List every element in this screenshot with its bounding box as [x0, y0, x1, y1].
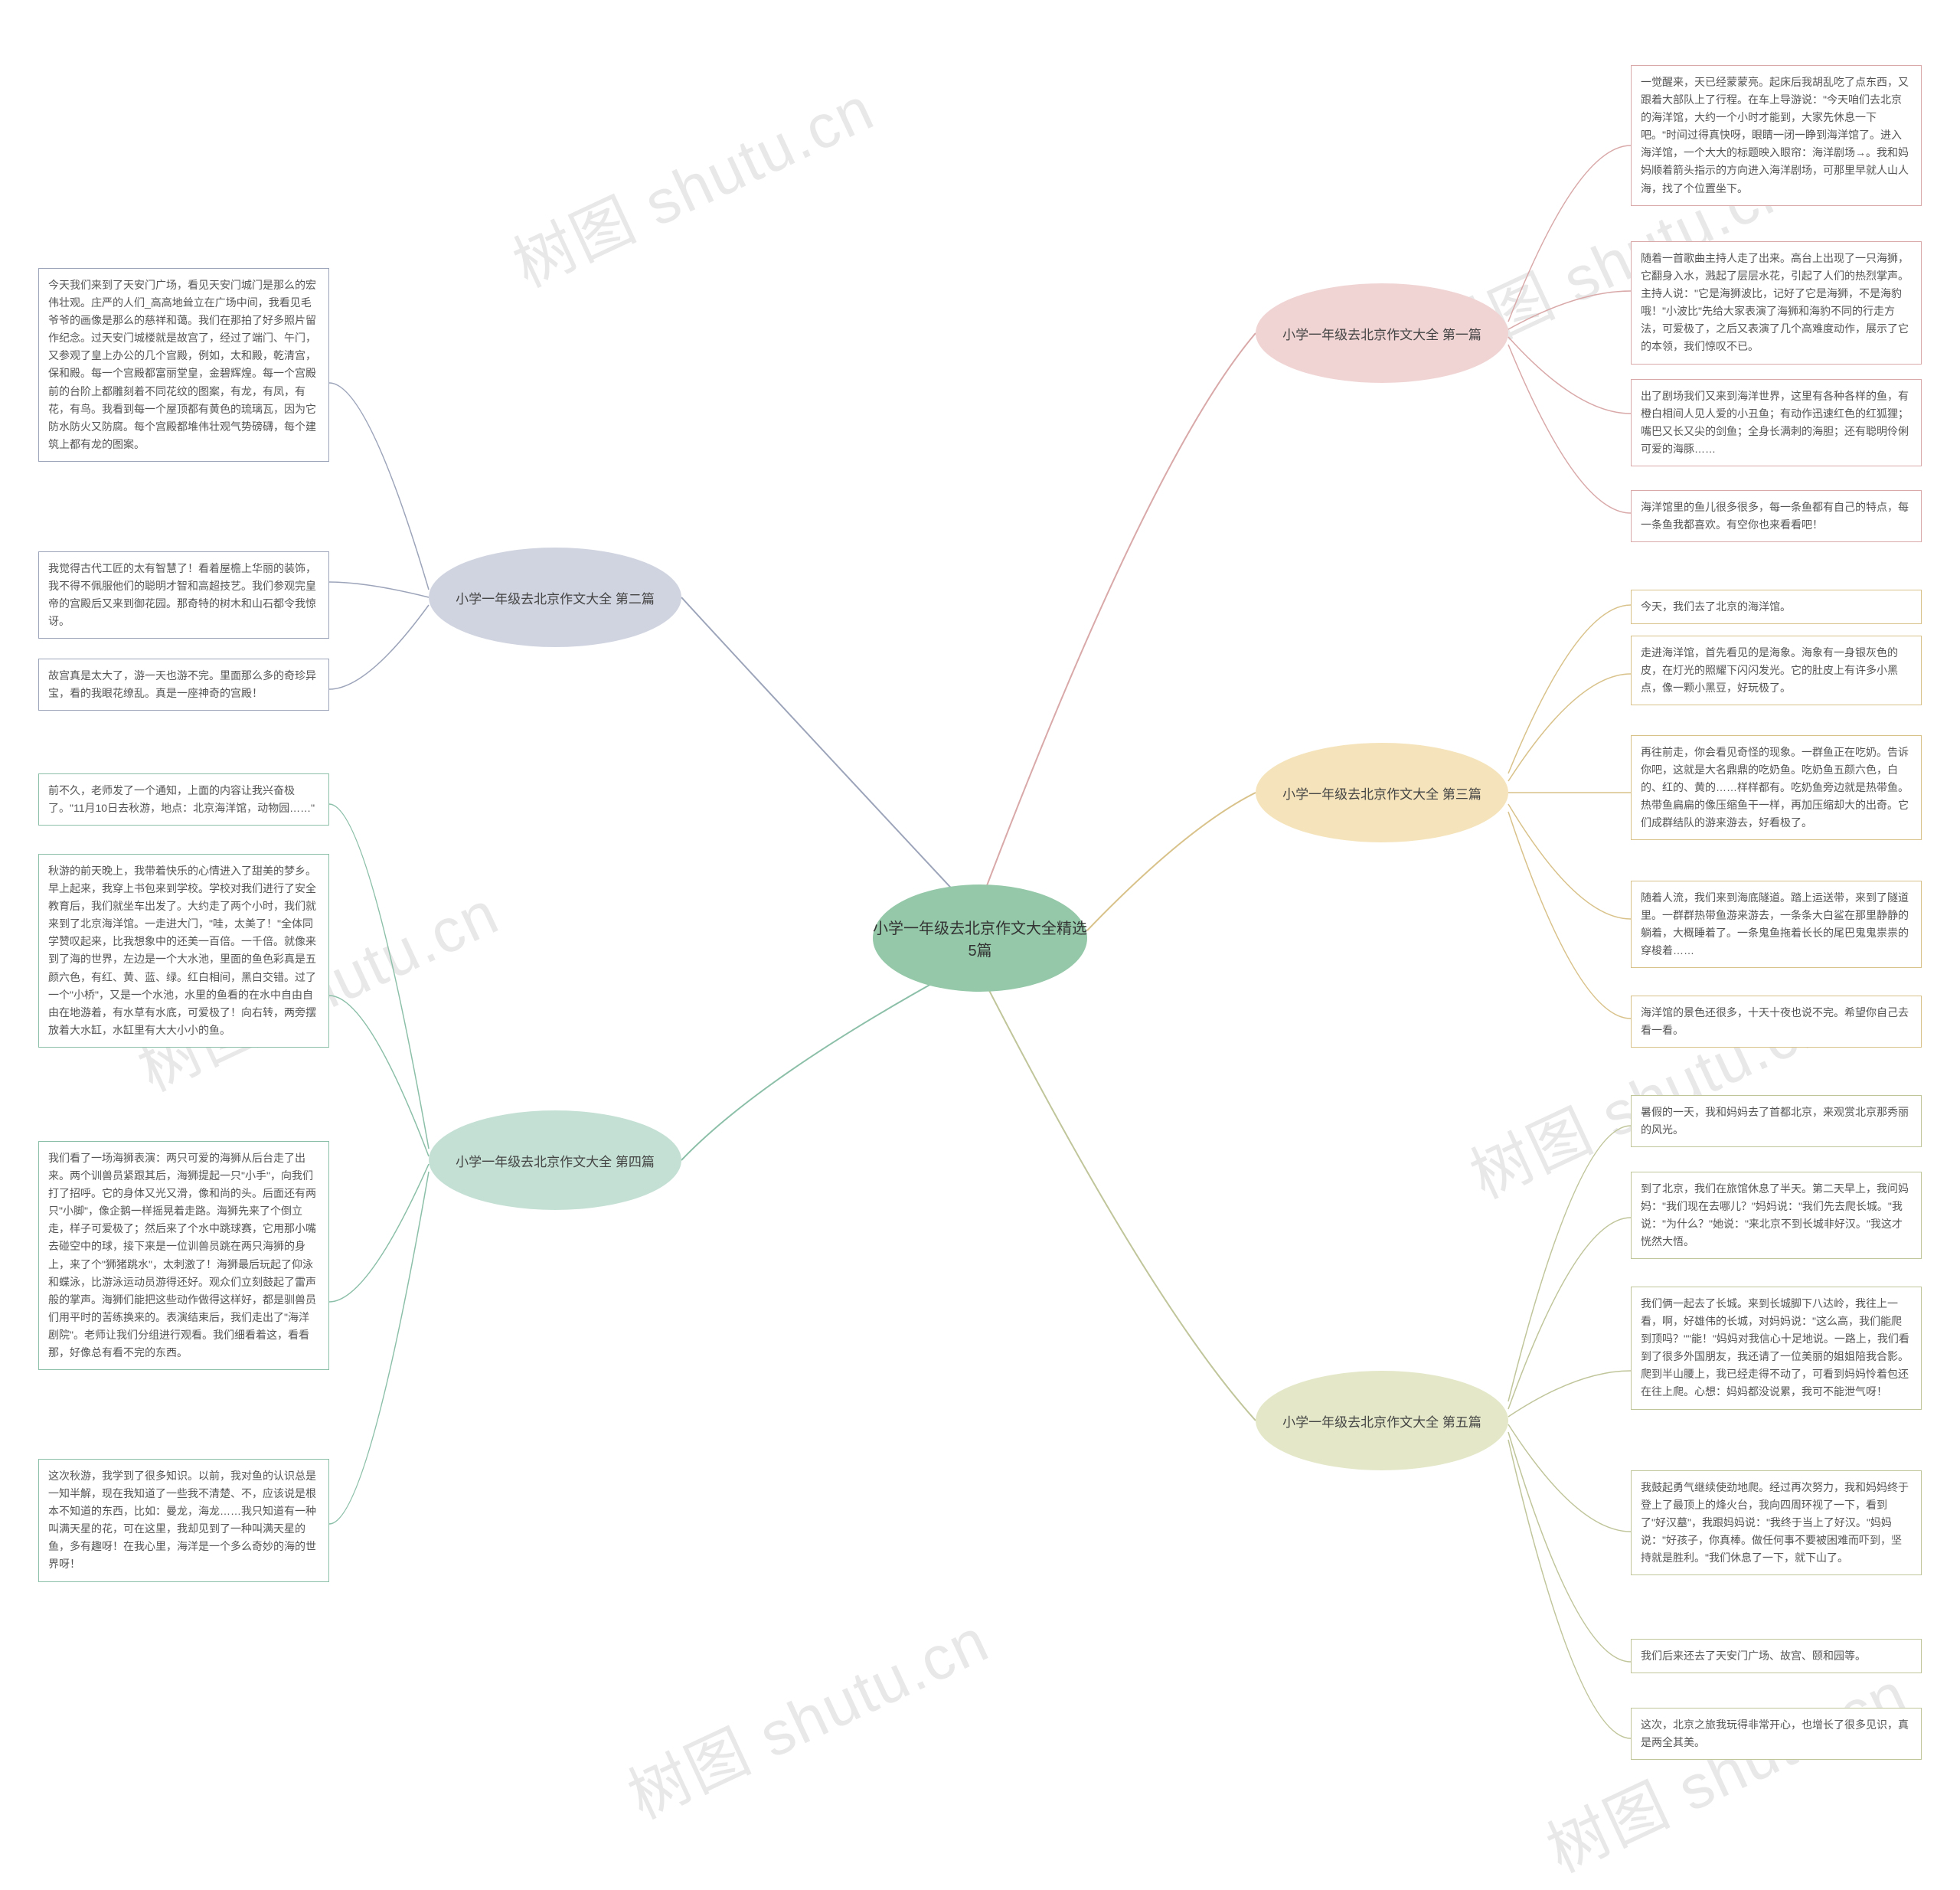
text-content: 走进海洋馆，首先看见的是海象。海象有一身银灰色的皮，在灯光的照耀下闪闪发光。它的… — [1641, 646, 1898, 694]
text-content: 今天我们来到了天安门广场，看见天安门城门是那么的宏伟壮观。庄严的人们_高高地耸立… — [48, 279, 316, 450]
text-box: 我们俩一起去了长城。来到长城脚下八达岭，我往上一看，啊，好雄伟的长城，对妈妈说：… — [1631, 1287, 1922, 1410]
text-box: 再往前走，你会看见奇怪的现象。一群鱼正在吃奶。告诉你吧，这就是大名鼎鼎的吃奶鱼。… — [1631, 735, 1922, 840]
text-box: 这次秋游，我学到了很多知识。以前，我对鱼的认识总是一知半解，现在我知道了一些我不… — [38, 1459, 329, 1582]
branch-node-3: 小学一年级去北京作文大全 第三篇 — [1256, 743, 1508, 842]
text-content: 我们俩一起去了长城。来到长城脚下八达岭，我往上一看，啊，好雄伟的长城，对妈妈说：… — [1641, 1297, 1909, 1398]
text-box: 一觉醒来，天已经蒙蒙亮。起床后我胡乱吃了点东西，又跟着大部队上了行程。在车上导游… — [1631, 65, 1922, 206]
text-box: 前不久，老师发了一个通知，上面的内容让我兴奋极了。"11月10日去秋游，地点：北… — [38, 773, 329, 826]
text-content: 暑假的一天，我和妈妈去了首都北京，来观赏北京那秀丽的风光。 — [1641, 1106, 1909, 1136]
center-label: 小学一年级去北京作文大全精选5篇 — [873, 916, 1087, 960]
branch-label: 小学一年级去北京作文大全 第三篇 — [1282, 783, 1481, 803]
text-content: 一觉醒来，天已经蒙蒙亮。起床后我胡乱吃了点东西，又跟着大部队上了行程。在车上导游… — [1641, 76, 1909, 195]
text-content: 我们看了一场海狮表演：两只可爱的海狮从后台走了出来。两个训兽员紧跟其后，海狮提起… — [48, 1152, 316, 1359]
branch-label: 小学一年级去北京作文大全 第四篇 — [456, 1151, 655, 1170]
text-box: 今天，我们去了北京的海洋馆。 — [1631, 590, 1922, 624]
text-box: 出了剧场我们又来到海洋世界，这里有各种各样的鱼，有橙白相间人见人爱的小丑鱼；有动… — [1631, 379, 1922, 466]
text-content: 秋游的前天晚上，我带着快乐的心情进入了甜美的梦乡。早上起来，我穿上书包来到学校。… — [48, 865, 316, 1036]
text-box: 今天我们来到了天安门广场，看见天安门城门是那么的宏伟壮观。庄严的人们_高高地耸立… — [38, 268, 329, 462]
text-content: 故宫真是太大了，游一天也游不完。里面那么多的奇珍异宝，看的我眼花缭乱。真是一座神… — [48, 669, 316, 699]
text-content: 随着一首歌曲主持人走了出来。高台上出现了一只海狮，它翻身入水，溅起了层层水花，引… — [1641, 252, 1909, 352]
text-content: 出了剧场我们又来到海洋世界，这里有各种各样的鱼，有橙白相间人见人爱的小丑鱼；有动… — [1641, 390, 1909, 455]
text-content: 今天，我们去了北京的海洋馆。 — [1641, 600, 1791, 613]
text-box: 海洋馆里的鱼儿很多很多，每一条鱼都有自己的特点，每一条鱼我都喜欢。有空你也来看看… — [1631, 490, 1922, 542]
branch-node-1: 小学一年级去北京作文大全 第一篇 — [1256, 283, 1508, 383]
watermark: 树图 shutu.cn — [497, 60, 886, 304]
watermark: 树图 shutu.cn — [612, 1591, 1001, 1836]
text-content: 海洋馆里的鱼儿很多很多，每一条鱼都有自己的特点，每一条鱼我都喜欢。有空你也来看看… — [1641, 501, 1909, 531]
text-box: 秋游的前天晚上，我带着快乐的心情进入了甜美的梦乡。早上起来，我穿上书包来到学校。… — [38, 854, 329, 1048]
text-content: 海洋馆的景色还很多，十天十夜也说不完。希望你自己去看一看。 — [1641, 1006, 1909, 1036]
text-box: 我鼓起勇气继续使劲地爬。经过再次努力，我和妈妈终于登上了最顶上的烽火台，我向四周… — [1631, 1470, 1922, 1575]
text-box: 走进海洋馆，首先看见的是海象。海象有一身银灰色的皮，在灯光的照耀下闪闪发光。它的… — [1631, 636, 1922, 705]
text-content: 这次秋游，我学到了很多知识。以前，我对鱼的认识总是一知半解，现在我知道了一些我不… — [48, 1470, 316, 1570]
text-box: 故宫真是太大了，游一天也游不完。里面那么多的奇珍异宝，看的我眼花缭乱。真是一座神… — [38, 659, 329, 711]
text-box: 暑假的一天，我和妈妈去了首都北京，来观赏北京那秀丽的风光。 — [1631, 1095, 1922, 1147]
watermark: 树图 shutu.cn — [1530, 1645, 1919, 1889]
text-box: 我们看了一场海狮表演：两只可爱的海狮从后台走了出来。两个训兽员紧跟其后，海狮提起… — [38, 1141, 329, 1370]
text-box: 随着人流，我们来到海底隧道。踏上运送带，来到了隧道里。一群群热带鱼游来游去，一条… — [1631, 881, 1922, 968]
text-content: 到了北京，我们在旅馆休息了半天。第二天早上，我问妈妈："我们现在去哪儿？"妈妈说… — [1641, 1182, 1909, 1247]
text-content: 再往前走，你会看见奇怪的现象。一群鱼正在吃奶。告诉你吧，这就是大名鼎鼎的吃奶鱼。… — [1641, 746, 1909, 829]
center-node: 小学一年级去北京作文大全精选5篇 — [873, 885, 1087, 992]
branch-label: 小学一年级去北京作文大全 第一篇 — [1282, 324, 1481, 343]
text-box: 随着一首歌曲主持人走了出来。高台上出现了一只海狮，它翻身入水，溅起了层层水花，引… — [1631, 241, 1922, 365]
branch-label: 小学一年级去北京作文大全 第五篇 — [1282, 1411, 1481, 1431]
text-box: 到了北京，我们在旅馆休息了半天。第二天早上，我问妈妈："我们现在去哪儿？"妈妈说… — [1631, 1172, 1922, 1259]
branch-node-5: 小学一年级去北京作文大全 第五篇 — [1256, 1371, 1508, 1470]
text-content: 前不久，老师发了一个通知，上面的内容让我兴奋极了。"11月10日去秋游，地点：北… — [48, 784, 315, 814]
text-content: 我们后来还去了天安门广场、故宫、颐和园等。 — [1641, 1650, 1866, 1662]
text-box: 我觉得古代工匠的太有智慧了！看着屋檐上华丽的装饰，我不得不佩服他们的聪明才智和高… — [38, 551, 329, 639]
text-content: 这次，北京之旅我玩得非常开心，也增长了很多见识，真是两全其美。 — [1641, 1718, 1909, 1748]
text-content: 随着人流，我们来到海底隧道。踏上运送带，来到了隧道里。一群群热带鱼游来游去，一条… — [1641, 891, 1909, 956]
branch-label: 小学一年级去北京作文大全 第二篇 — [456, 588, 655, 607]
text-content: 我鼓起勇气继续使劲地爬。经过再次努力，我和妈妈终于登上了最顶上的烽火台，我向四周… — [1641, 1481, 1909, 1564]
branch-node-4: 小学一年级去北京作文大全 第四篇 — [429, 1110, 681, 1210]
text-box: 这次，北京之旅我玩得非常开心，也增长了很多见识，真是两全其美。 — [1631, 1708, 1922, 1760]
text-box: 我们后来还去了天安门广场、故宫、颐和园等。 — [1631, 1639, 1922, 1673]
text-box: 海洋馆的景色还很多，十天十夜也说不完。希望你自己去看一看。 — [1631, 996, 1922, 1048]
branch-node-2: 小学一年级去北京作文大全 第二篇 — [429, 548, 681, 647]
text-content: 我觉得古代工匠的太有智慧了！看着屋檐上华丽的装饰，我不得不佩服他们的聪明才智和高… — [48, 562, 316, 627]
